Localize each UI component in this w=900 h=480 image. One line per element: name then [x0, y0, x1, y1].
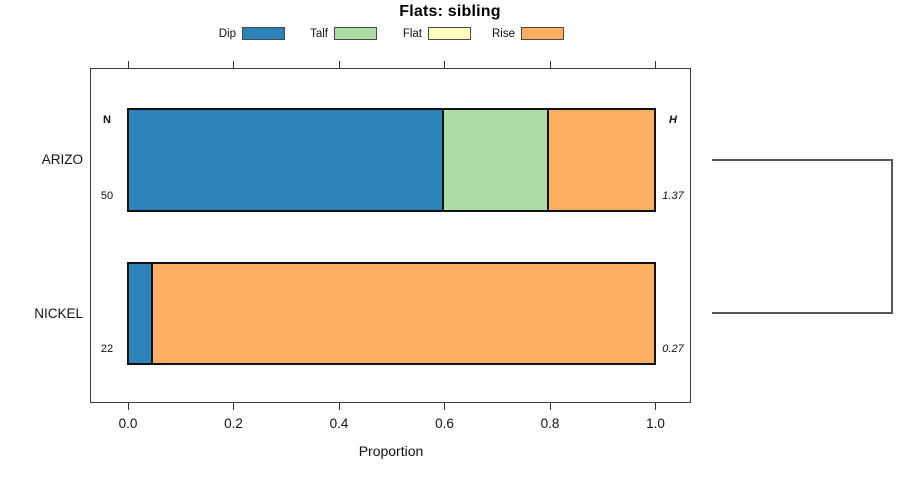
- bar-segment-dip: [129, 264, 153, 363]
- x-axis-tick-bottom: [233, 403, 234, 410]
- chart-title: Flats: sibling: [399, 3, 501, 20]
- legend-item-rise: Rise: [491, 26, 564, 41]
- x-axis-tick-bottom: [338, 403, 340, 410]
- legend-label: Rise: [491, 27, 515, 40]
- legend-label: Talf: [310, 27, 328, 40]
- x-axis-tick-label: 0.6: [435, 416, 454, 431]
- n-value-nickel: 22: [100, 343, 114, 355]
- category-label-arizo: ARIZO: [41, 152, 83, 167]
- x-axis-tick-bottom: [655, 403, 656, 410]
- n-column-header: N: [103, 114, 111, 126]
- x-axis-tick-top: [549, 61, 551, 68]
- x-axis-tick-label: 0.4: [329, 416, 349, 431]
- x-axis-tick-bottom: [444, 403, 445, 410]
- x-axis-tick-top: [233, 61, 234, 68]
- x-axis-tick-label: 1.0: [646, 416, 665, 431]
- x-axis-tick-top: [127, 61, 129, 68]
- x-axis-tick-bottom: [549, 403, 551, 410]
- legend-item-talf: Talf: [304, 26, 377, 41]
- legend-item-dip: Dip: [212, 26, 285, 41]
- bar-segment-rise: [152, 264, 654, 363]
- cluster-bracket-bottom-line: [712, 312, 893, 314]
- x-axis-tick-label: 0.8: [540, 416, 560, 431]
- legend-swatch-talf: [334, 27, 377, 40]
- legend-item-flat: Flat: [398, 26, 471, 41]
- legend-label: Dip: [218, 27, 236, 40]
- legend-label: Flat: [402, 27, 422, 40]
- x-axis-tick-bottom: [127, 403, 129, 410]
- x-axis-tick-label: 0.2: [224, 416, 243, 431]
- cluster-bracket-top-line: [712, 159, 893, 161]
- category-label-nickel: NICKEL: [34, 305, 83, 321]
- h-value-nickel: 0.27: [662, 343, 684, 355]
- bar-segment-talf: [444, 110, 549, 210]
- bar-arizo: [127, 108, 656, 212]
- plot-area: [90, 68, 691, 403]
- cluster-bracket-join-line: [891, 159, 893, 314]
- h-column-header: H: [669, 114, 677, 126]
- x-axis-tick-top: [444, 61, 445, 68]
- n-value-arizo: 50: [100, 190, 114, 202]
- bar-segment-dip: [129, 110, 444, 210]
- legend-swatch-rise: [521, 27, 564, 40]
- legend-swatch-dip: [242, 27, 285, 40]
- x-axis-tick-label: 0.0: [118, 416, 138, 431]
- h-value-arizo: 1.37: [662, 190, 684, 202]
- x-axis-tick-top: [655, 61, 656, 68]
- bar-segment-rise: [549, 110, 654, 210]
- legend-swatch-flat: [428, 27, 471, 40]
- x-axis-title: Proportion: [358, 443, 424, 459]
- bar-nickel: [127, 262, 656, 365]
- x-axis-tick-top: [338, 61, 340, 68]
